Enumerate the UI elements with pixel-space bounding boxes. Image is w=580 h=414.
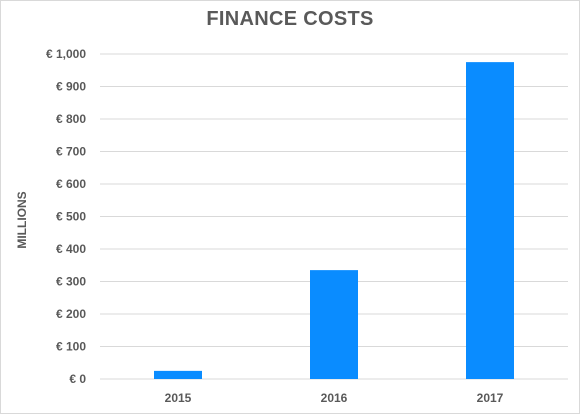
x-tick-label: 2016 xyxy=(321,391,348,405)
y-tick-label: € 900 xyxy=(56,80,86,94)
x-tick-label: 2017 xyxy=(477,391,504,405)
y-tick-label: € 300 xyxy=(56,275,86,289)
bar-2017 xyxy=(466,62,514,379)
y-tick-label: € 800 xyxy=(56,112,86,126)
bar-2015 xyxy=(154,370,202,379)
y-tick-label: € 100 xyxy=(56,340,86,354)
y-tick-label: € 0 xyxy=(69,372,86,386)
y-tick-label: € 700 xyxy=(56,145,86,159)
y-tick-label: € 400 xyxy=(56,242,86,256)
y-tick-label: € 600 xyxy=(56,177,86,191)
y-tick-label: € 1,000 xyxy=(46,47,86,61)
bar-2016 xyxy=(310,270,358,379)
x-tick-label: 2015 xyxy=(165,391,192,405)
y-tick-label: € 500 xyxy=(56,210,86,224)
y-tick-label: € 200 xyxy=(56,307,86,321)
chart-title: FINANCE COSTS xyxy=(206,8,374,30)
